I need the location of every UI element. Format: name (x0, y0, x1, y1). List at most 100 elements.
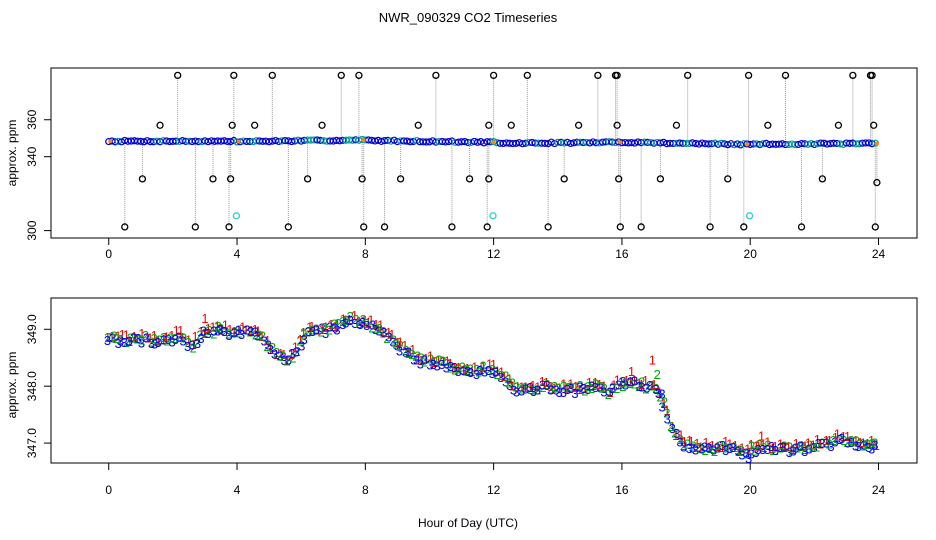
bottom-data-point-2: 2 (567, 380, 574, 395)
bottom-data-point-2: 2 (238, 322, 245, 337)
bottom-data-point-3: 3 (413, 352, 420, 367)
bottom-data-point-2: 2 (527, 382, 534, 397)
bottom-data-point-1: 1 (752, 439, 759, 454)
bottom-data-point-2: 2 (427, 352, 434, 367)
bottom-data-point-2: 2 (576, 378, 583, 393)
bottom-data-point-2: 2 (585, 379, 592, 394)
bottom-data-point-1: 1 (722, 434, 729, 449)
bottom-data-point-2: 2 (581, 384, 588, 399)
bottom-data-point-2: 2 (684, 437, 691, 452)
bottom-data-point-3: 3 (301, 332, 308, 347)
bottom-data-point-3: 3 (267, 342, 274, 357)
bottom-data-point-3: 3 (205, 326, 212, 341)
top-low-point (380, 223, 389, 231)
bottom-data-point-3: 3 (230, 325, 237, 340)
bottom-data-point-1: 1 (509, 378, 516, 393)
bottom-data-point-1: 1 (534, 379, 541, 394)
bottom-data-point-2: 2 (735, 444, 742, 459)
bottom-data-point-1: 1 (490, 357, 497, 372)
bottom-data-point-2: 2 (494, 367, 501, 382)
top-data-point (413, 136, 421, 145)
bottom-data-point-1: 1 (430, 355, 437, 370)
bottom-data-point-3: 3 (396, 344, 403, 359)
bottom-data-point-3: 3 (576, 380, 583, 395)
bottom-data-point-2: 2 (193, 336, 200, 351)
top-high-spike-point (781, 71, 790, 80)
top-mid-spike-point (672, 121, 681, 129)
bottom-data-point-1: 1 (288, 347, 295, 362)
bottom-data-point-1: 1 (468, 364, 475, 379)
bottom-data-point-3: 3 (497, 370, 504, 385)
bottom-data-point-1: 1 (705, 439, 712, 454)
bottom-data-point-1: 1 (781, 440, 788, 455)
bottom-data-point-1: 1 (427, 349, 434, 364)
bottom-data-point-2: 2 (543, 377, 550, 392)
bottom-data-point-1: 1 (560, 377, 567, 392)
top-y-tick-label: 300 (25, 220, 39, 240)
bottom-data-point-3: 3 (510, 382, 517, 397)
top-orange-point (361, 138, 366, 143)
bottom-data-point-1: 1 (119, 327, 126, 342)
bottom-data-point-3: 3 (200, 324, 207, 339)
bottom-data-point-2: 2 (638, 375, 645, 390)
bottom-data-point-3: 3 (332, 320, 339, 335)
bottom-data-point-2: 2 (613, 381, 620, 396)
bottom-data-point-1: 1 (672, 428, 679, 443)
top-mid-spike-point (574, 121, 583, 129)
bottom-data-point-1: 1 (864, 436, 871, 451)
bottom-data-point-3: 3 (104, 333, 111, 348)
bottom-data-point-1: 1 (669, 419, 676, 434)
bottom-data-point-3: 3 (768, 439, 775, 454)
bottom-data-point-2: 2 (289, 350, 296, 365)
top-low-point (871, 223, 879, 231)
bottom-data-point-2: 2 (255, 328, 262, 343)
bottom-data-point-1: 1 (581, 381, 588, 396)
bottom-data-point-1: 1 (551, 381, 558, 396)
bottom-data-point-2: 2 (856, 437, 863, 452)
bottom-data-point-3: 3 (818, 436, 825, 451)
bottom-data-point-1: 1 (179, 330, 186, 345)
top-low-point (724, 175, 732, 183)
bottom-data-point-2: 2 (702, 443, 709, 458)
top-panel: approx. ppm 0 4 8 12 16 20 24 300 340 360 (5, 67, 918, 261)
bottom-data-point-3: 3 (752, 445, 759, 460)
bottom-data-point-3: 3 (518, 383, 525, 398)
bottom-data-point-2: 2 (352, 312, 359, 327)
bottom-data-point-2: 2 (631, 377, 638, 392)
bottom-data-point-1: 1 (817, 436, 824, 451)
bottom-data-point-2: 2 (475, 364, 482, 379)
top-orange-point (874, 141, 879, 146)
bottom-data-point-1: 1 (409, 342, 416, 357)
top-data-point (406, 138, 414, 146)
bottom-data-point-1: 1 (108, 329, 115, 344)
bottom-data-point-3: 3 (372, 322, 379, 337)
bottom-data-point-3: 3 (552, 383, 559, 398)
bottom-data-point-3: 3 (254, 329, 261, 344)
bottom-data-point-3: 3 (689, 441, 696, 456)
bottom-data-point-3: 3 (597, 381, 604, 396)
bottom-data-point-3: 3 (852, 438, 859, 453)
bottom-y-tick-label: 348.0 (25, 371, 39, 401)
bottom-data-point-1: 1 (377, 318, 384, 333)
bottom-data-point-1: 1 (600, 379, 607, 394)
bottom-data-point-1: 1 (596, 377, 603, 392)
bottom-data-point-2: 2 (864, 437, 871, 452)
bottom-data-point-2: 2 (555, 381, 562, 396)
bottom-data-point-3: 3 (747, 447, 754, 462)
bottom-data-point-3: 3 (326, 320, 333, 335)
top-y-tick-label: 340 (25, 146, 39, 166)
bottom-data-point-3: 3 (261, 333, 268, 348)
bottom-data-point-2: 2 (626, 376, 633, 391)
bottom-data-point-1: 1 (801, 439, 808, 454)
top-mid-spike-point (318, 121, 326, 129)
bottom-data-point-1: 1 (648, 378, 655, 393)
top-mid-spike-point (228, 121, 236, 129)
bottom-data-point-1: 1 (494, 364, 501, 379)
bottom-data-point-3: 3 (719, 438, 726, 453)
top-high-spike-point (355, 71, 363, 80)
bottom-data-point-1: 1 (618, 374, 625, 389)
bottom-data-point-2: 2 (408, 347, 415, 362)
bottom-data-point-1: 1 (567, 376, 574, 391)
top-data-point (550, 139, 559, 148)
